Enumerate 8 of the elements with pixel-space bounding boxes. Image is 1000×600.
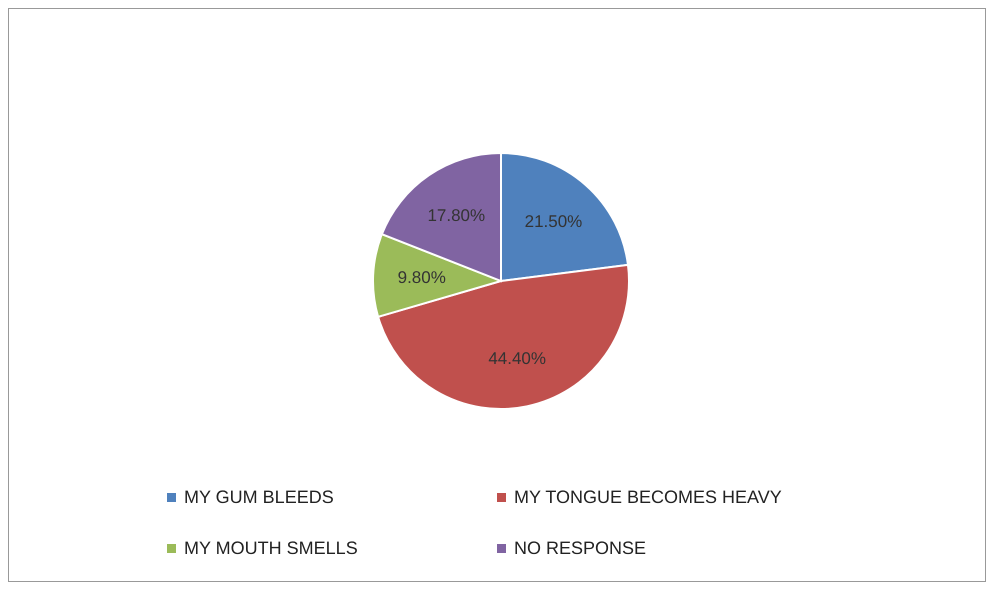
legend-label: MY GUM BLEEDS — [184, 487, 334, 508]
data-label: 21.50% — [524, 212, 582, 231]
legend-label: NO RESPONSE — [514, 538, 646, 559]
data-label: 44.40% — [488, 349, 546, 368]
legend-label: MY TONGUE BECOMES HEAVY — [514, 487, 782, 508]
legend-label: MY MOUTH SMELLS — [184, 538, 358, 559]
data-label: 9.80% — [398, 268, 446, 287]
data-label: 17.80% — [427, 206, 486, 225]
